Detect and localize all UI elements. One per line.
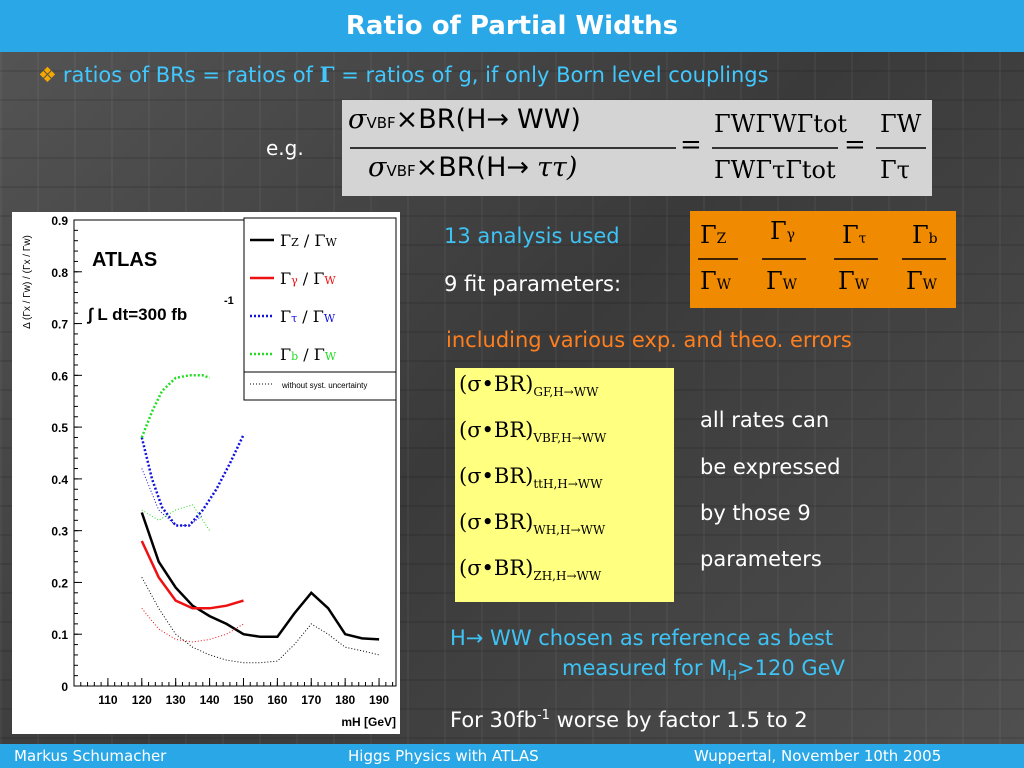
legend-entry-1: Γγ / ΓW [280, 269, 336, 288]
reference-line-1: H→ WW chosen as reference as best [450, 626, 834, 650]
formula-denominator: σVBF×BR(H→ ττ) [368, 152, 578, 183]
y-tick-label: 0.8 [51, 266, 68, 280]
series-line-5 [141, 468, 204, 526]
worse-factor: For 30fb-1 worse by factor 1.5 to 2 [450, 708, 808, 732]
formula-svg [350, 147, 926, 149]
footer-date: Wuppertal, November 10th 2005 [694, 747, 942, 765]
ratio-z-den: ΓW [700, 267, 732, 295]
bullet-gamma: Γ [319, 62, 335, 87]
bullet-text-a: ratios of BRs = ratios of [62, 63, 320, 87]
x-axis-label: mH [GeV] [341, 715, 396, 729]
y-tick-label: 0.3 [51, 525, 68, 539]
ratio-formula: σVBF×BR(H→ WW) σVBF×BR(H→ ττ) = ΓWΓWΓtot Γ… [342, 100, 932, 196]
luminosity-label: ∫ L dt=300 fb [86, 305, 187, 324]
series-line-4 [140, 434, 245, 527]
series-line-0 [140, 512, 380, 641]
fit-parameter-box: ΓZ ΓW Γγ ΓW Γτ ΓW Γb ΓW [690, 211, 956, 308]
ratio-z-num: ΓZ [700, 221, 727, 249]
legend-note: without syst. uncertainty [281, 381, 367, 390]
footer-talk: Higgs Physics with ATLAS [348, 747, 539, 765]
x-tick-label: 120 [132, 693, 152, 707]
legend-entry-2: Γτ / ΓW [280, 307, 336, 326]
x-tick-label: 130 [166, 693, 186, 707]
rates-text-1: all rates can [700, 408, 830, 432]
y-tick-label: 0.9 [51, 214, 68, 228]
experiment-label: ATLAS [92, 249, 157, 271]
legend-box [243, 217, 397, 401]
fit-params-label: 9 fit parameters: [444, 272, 622, 296]
slide-title: Ratio of Partial Widths [0, 0, 1024, 52]
x-tick-label: 140 [200, 693, 220, 707]
x-tick-label: 180 [335, 693, 355, 707]
y-tick-label: 0.4 [51, 473, 68, 487]
mid-denominator: ΓWΓτΓtot [714, 156, 836, 184]
rate-tth: (σ•BR)ttH,H→WW [459, 464, 603, 492]
formula-numerator: σVBF×BR(H→ WW) [348, 104, 581, 135]
y-tick-label: 0.7 [51, 318, 68, 332]
rates-text-3: by those 9 [700, 501, 811, 525]
rate-wh: (σ•BR)WH,H→WW [459, 510, 606, 538]
x-tick-label: 110 [98, 693, 118, 707]
rates-box: (σ•BR)GF,H→WW (σ•BR)VBF,H→WW (σ•BR)ttH,H… [455, 368, 674, 602]
footer-author: Markus Schumacher [14, 747, 167, 765]
x-tick-label: 150 [233, 693, 253, 707]
right-denominator: Γτ [880, 156, 910, 184]
plot-frame [73, 219, 397, 687]
legend-entry-3: Γb / ΓW [280, 345, 337, 364]
ratio-tau-den: ΓW [838, 267, 870, 295]
series-line-3 [141, 607, 244, 643]
rate-gf: (σ•BR)GF,H→WW [459, 372, 599, 400]
luminosity-sup: -1 [224, 295, 234, 307]
ratio-tau-num: Γτ [842, 221, 867, 249]
x-tick-label: 170 [301, 693, 321, 707]
reference-line-2: measured for MH>120 GeV [562, 656, 845, 685]
eq-sign-2: = [844, 130, 866, 160]
rates-text-2: be expressed [700, 455, 841, 479]
errors-note: including various exp. and theo. errors [446, 328, 852, 352]
series-line-6 [140, 374, 211, 438]
ratio-b-den: ΓW [906, 267, 938, 295]
y-tick-label: 0.6 [51, 369, 68, 383]
bullet-line: ❖ ratios of BRs = ratios of Γ = ratios of… [38, 62, 769, 87]
x-tick-label: 160 [267, 693, 287, 707]
eg-label: e.g. [266, 136, 304, 160]
series-line-2 [140, 540, 244, 610]
mid-numerator: ΓWΓWΓtot [714, 110, 848, 138]
y-tick-label: 0.1 [51, 628, 68, 642]
y-tick-label: 0.2 [51, 576, 68, 590]
eq-sign-1: = [680, 130, 702, 160]
ratio-b-num: Γb [912, 221, 938, 249]
right-numerator: ΓW [880, 110, 922, 138]
y-axis-label: Δ (Γx / Γw) / (Γx / Γw) [22, 235, 33, 329]
bullet-text-b: = ratios of g, if only Born level coupli… [334, 63, 769, 87]
diamond-bullet-icon: ❖ [38, 63, 57, 87]
legend-entry-0: ΓZ / ΓW [280, 231, 337, 250]
rates-text-4: parameters [700, 547, 822, 571]
footer-bar: Markus Schumacher Higgs Physics with ATL… [0, 744, 1024, 768]
ratio-uncertainty-chart: 0 0.1 0.2 0.3 0.4 0.5 0.6 0.7 0.8 0.9 110 120 130 140… [12, 212, 400, 734]
y-tick-label: 0.5 [51, 421, 68, 435]
chart-svg: 0 0.1 0.2 0.3 0.4 0.5 0.6 0.7 0.8 0.9 110 120 130 140… [22, 214, 397, 729]
x-tick-label: 190 [369, 693, 389, 707]
ratio-gamma-num: Γγ [770, 217, 796, 245]
analysis-count: 13 analysis used [444, 224, 620, 248]
y-tick-label: 0 [61, 680, 68, 694]
ratio-gamma-den: ΓW [766, 267, 798, 295]
series-line-7 [141, 504, 211, 531]
rate-zh: (σ•BR)ZH,H→WW [459, 556, 602, 584]
rate-vbf: (σ•BR)VBF,H→WW [459, 418, 607, 446]
